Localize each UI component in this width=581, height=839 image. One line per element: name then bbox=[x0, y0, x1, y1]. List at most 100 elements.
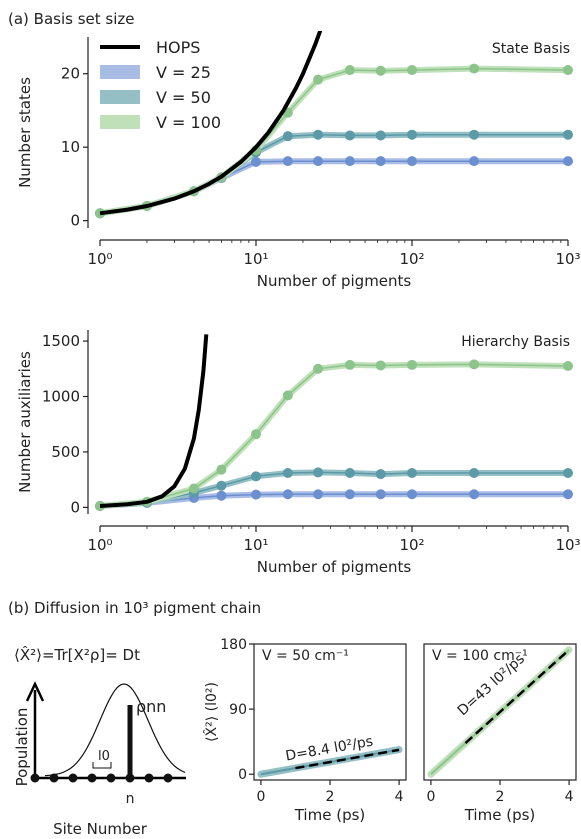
data-point bbox=[282, 131, 293, 142]
data-point bbox=[563, 156, 573, 167]
data-point bbox=[216, 480, 227, 491]
diffusion-schematic: ⟨X̂²⟩=Tr[X²ρ]= Dt Population ρnn l0 n Si… bbox=[13, 645, 186, 838]
data-point bbox=[344, 359, 355, 370]
data-point bbox=[216, 464, 227, 475]
series-band bbox=[99, 361, 569, 509]
data-point bbox=[469, 63, 480, 74]
legend-label: V = 25 bbox=[156, 63, 211, 82]
legend-swatch bbox=[100, 115, 140, 129]
x-tick-label: 10² bbox=[399, 536, 424, 554]
x-tick-label: 10⁰ bbox=[87, 250, 112, 268]
y-axis-label: ⟨X̂²⟩ (l0²) bbox=[203, 682, 220, 742]
data-point bbox=[282, 489, 293, 500]
data-point bbox=[344, 156, 355, 167]
data-point bbox=[469, 359, 480, 370]
data-point bbox=[282, 467, 293, 478]
msd-formula: ⟨X̂²⟩=Tr[X²ρ]= Dt bbox=[14, 645, 140, 664]
data-point bbox=[407, 156, 417, 167]
series-line bbox=[99, 160, 568, 215]
state-basis-chart: 0 10 20 10⁰ 10¹ 10² 10³ Number of pigments Numbe… bbox=[16, 31, 581, 290]
panel-annotation: Hierarchy Basis bbox=[461, 334, 570, 350]
panel-b-label: (b) Diffusion in 10³ pigment chain bbox=[8, 599, 261, 617]
data-point bbox=[469, 129, 480, 140]
data-point bbox=[216, 490, 227, 501]
data-point bbox=[407, 129, 417, 140]
data-point bbox=[313, 156, 324, 167]
x-tick-label: 2 bbox=[496, 789, 505, 805]
x-tick-label: 10³ bbox=[555, 536, 580, 554]
chart-title: V = 100 cm⁻¹ bbox=[432, 648, 528, 664]
site-dot bbox=[163, 773, 173, 783]
data-point bbox=[563, 467, 573, 478]
x-tick-label: 10² bbox=[399, 250, 424, 268]
data-point bbox=[251, 471, 261, 482]
data-point bbox=[344, 65, 355, 76]
data-point bbox=[282, 390, 293, 401]
data-point bbox=[563, 129, 573, 140]
legend-swatch bbox=[100, 65, 140, 79]
data-point bbox=[407, 467, 417, 478]
data-point bbox=[407, 359, 417, 370]
data-point bbox=[375, 489, 386, 500]
x-tick-label: 0 bbox=[256, 789, 265, 805]
y-axis-label: Number states bbox=[16, 77, 34, 188]
site-dot bbox=[68, 773, 78, 783]
data-point bbox=[188, 483, 199, 494]
gaussian-curve bbox=[44, 683, 186, 777]
data-point bbox=[563, 65, 573, 76]
x-axis-label: Time (ps) bbox=[464, 806, 536, 824]
data-point bbox=[344, 489, 355, 500]
x-tick-label: 0 bbox=[426, 789, 435, 805]
lattice-spacing-bracket bbox=[92, 762, 112, 769]
y-tick-label: 500 bbox=[51, 443, 80, 461]
data-point bbox=[407, 65, 417, 76]
x-tick-label: 10⁰ bbox=[87, 536, 112, 554]
msd-v50-chart: 0 2 4 0 90 180 ⟨X̂²⟩ (l0²) Time (ps) V = 50 cm⁻¹… bbox=[203, 637, 407, 824]
legend-label: V = 50 bbox=[156, 88, 211, 107]
data-point bbox=[375, 156, 386, 167]
data-point bbox=[375, 130, 386, 141]
data-point bbox=[313, 363, 324, 374]
series-line bbox=[99, 363, 569, 507]
y-tick-label: 10 bbox=[61, 138, 80, 156]
legend-label: V = 100 bbox=[156, 113, 221, 132]
data-point bbox=[251, 156, 261, 167]
rho-nn-label: ρnn bbox=[136, 697, 166, 716]
site-dot bbox=[106, 773, 116, 783]
y-tick-label: 1500 bbox=[42, 332, 80, 350]
fit-dashed-line bbox=[464, 648, 570, 745]
x-tick-label: 10¹ bbox=[243, 250, 268, 268]
series-band bbox=[99, 158, 568, 217]
data-point bbox=[563, 361, 573, 372]
y-tick-label: 180 bbox=[220, 637, 247, 653]
series-line bbox=[99, 493, 568, 507]
y-tick-label: 20 bbox=[61, 65, 80, 83]
legend-label: HOPS bbox=[156, 38, 200, 57]
site-dot bbox=[144, 773, 154, 783]
site-n-label: n bbox=[126, 791, 135, 807]
data-point bbox=[469, 489, 480, 500]
x-axis-label: Number of pigments bbox=[257, 272, 412, 290]
y-tick-label: 0 bbox=[70, 212, 80, 230]
data-point bbox=[95, 501, 105, 512]
site-number-label: Site Number bbox=[53, 820, 148, 838]
y-tick-label: 90 bbox=[229, 702, 247, 718]
data-point bbox=[375, 469, 386, 480]
data-point bbox=[251, 489, 261, 500]
site-dot bbox=[49, 773, 59, 783]
y-tick-label: 0 bbox=[70, 498, 80, 516]
data-point bbox=[469, 156, 480, 167]
data-point bbox=[344, 130, 355, 141]
x-tick-label: 4 bbox=[395, 789, 404, 805]
site-dot bbox=[30, 773, 40, 783]
hops-curve bbox=[99, 334, 209, 508]
series-line bbox=[99, 471, 568, 507]
data-point bbox=[282, 156, 293, 167]
site-dots bbox=[30, 773, 173, 783]
hops-curve bbox=[99, 31, 323, 216]
y-axis-label: Number auxiliaries bbox=[16, 351, 34, 493]
y-tick-label: 1000 bbox=[42, 388, 80, 406]
l0-label: l0 bbox=[98, 749, 110, 764]
data-point bbox=[313, 467, 324, 478]
